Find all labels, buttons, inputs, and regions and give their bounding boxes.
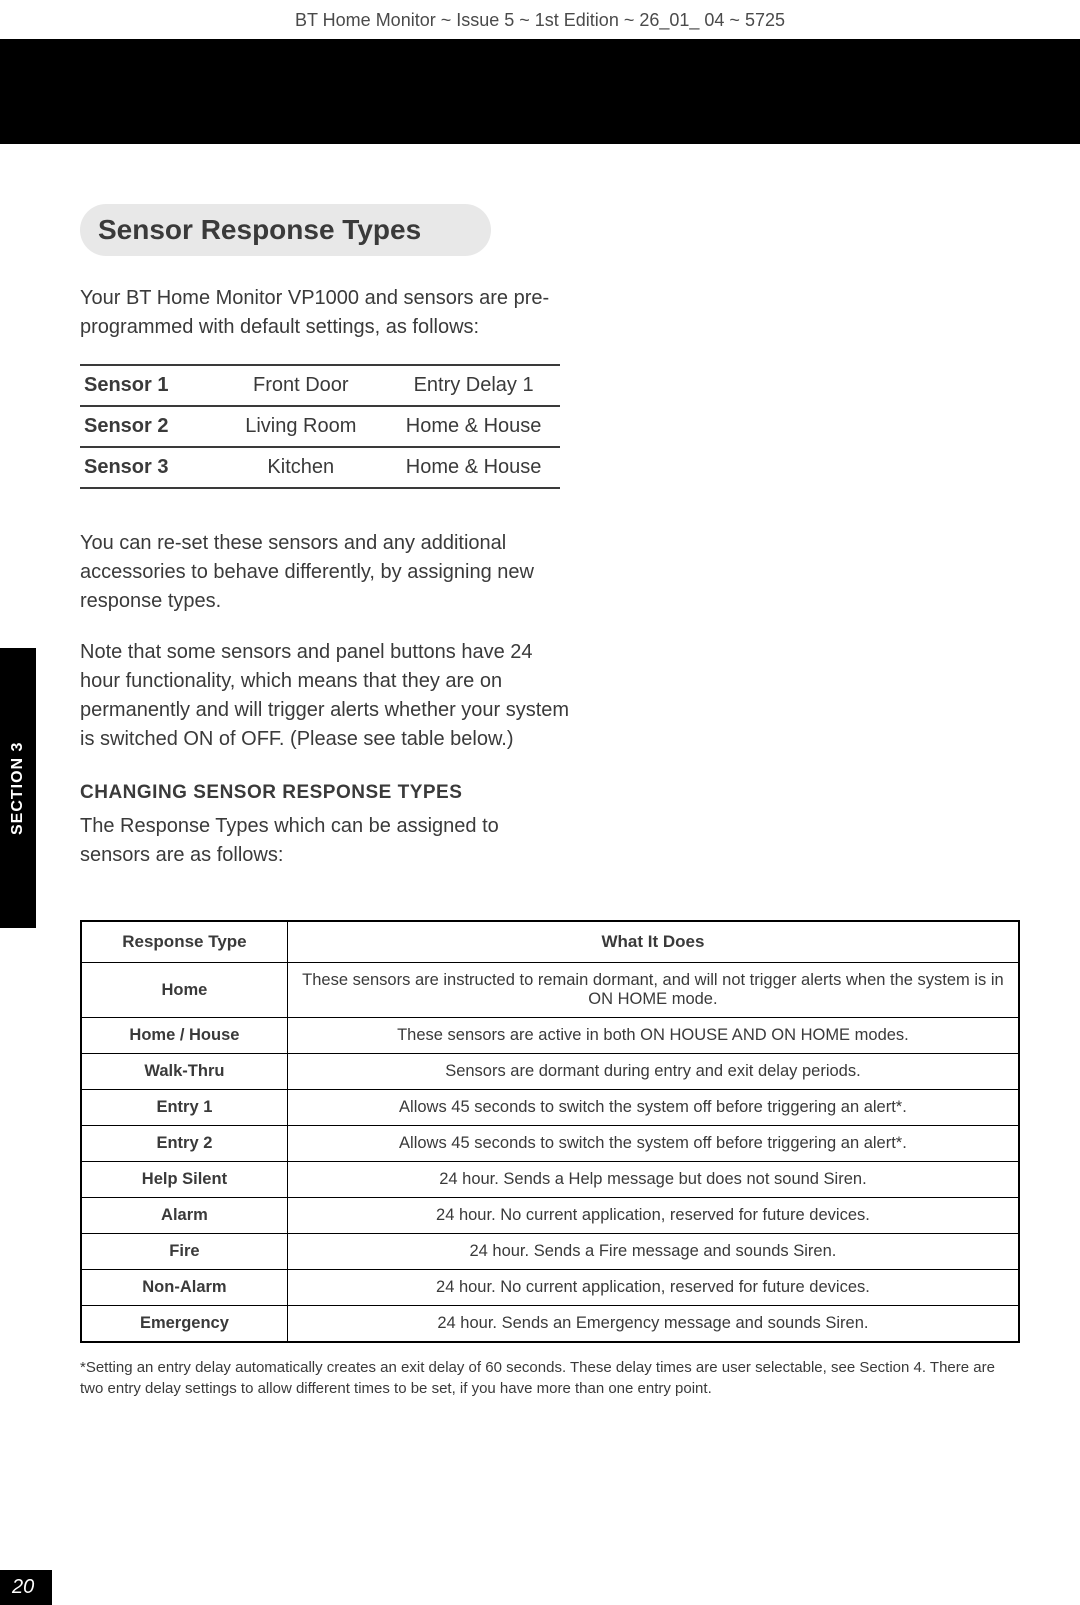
section-title: Sensor Response Types (80, 204, 491, 256)
table-row: Walk-ThruSensors are dormant during entr… (81, 1054, 1019, 1090)
sensor-name-cell: Sensor 1 (80, 365, 214, 406)
page-content: Sensor Response Types Your BT Home Monit… (0, 144, 1080, 1399)
col-header-type: Response Type (81, 921, 287, 963)
footnote: *Setting an entry delay automatically cr… (80, 1357, 1020, 1399)
sensor-location-cell: Kitchen (214, 447, 387, 488)
table-row: Non-Alarm24 hour. No current application… (81, 1270, 1019, 1306)
response-desc-cell: 24 hour. No current application, reserve… (287, 1270, 1019, 1306)
paragraph-reset: You can re-set these sensors and any add… (80, 529, 570, 616)
response-desc-cell: These sensors are active in both ON HOUS… (287, 1018, 1019, 1054)
response-type-cell: Walk-Thru (81, 1054, 287, 1090)
response-desc-cell: 24 hour. Sends a Help message but does n… (287, 1162, 1019, 1198)
table-row: Home / HouseThese sensors are active in … (81, 1018, 1019, 1054)
table-row: HomeThese sensors are instructed to rema… (81, 963, 1019, 1018)
response-types-table: Response Type What It Does HomeThese sen… (80, 920, 1020, 1343)
table-row: Sensor 3KitchenHome & House (80, 447, 560, 488)
response-type-cell: Emergency (81, 1306, 287, 1343)
table-row: Fire24 hour. Sends a Fire message and so… (81, 1234, 1019, 1270)
response-type-cell: Entry 2 (81, 1126, 287, 1162)
sensor-name-cell: Sensor 2 (80, 406, 214, 447)
table-row: Entry 1Allows 45 seconds to switch the s… (81, 1090, 1019, 1126)
response-desc-cell: Allows 45 seconds to switch the system o… (287, 1090, 1019, 1126)
sensor-response-cell: Entry Delay 1 (387, 365, 560, 406)
intro-paragraph: Your BT Home Monitor VP1000 and sensors … (80, 284, 570, 342)
response-desc-cell: 24 hour. Sends an Emergency message and … (287, 1306, 1019, 1343)
doc-header: BT Home Monitor ~ Issue 5 ~ 1st Edition … (0, 0, 1080, 39)
sensor-location-cell: Living Room (214, 406, 387, 447)
page-number: 20 (0, 1570, 52, 1605)
response-type-cell: Home / House (81, 1018, 287, 1054)
paragraph-assignable: The Response Types which can be assigned… (80, 812, 570, 870)
table-row: Alarm24 hour. No current application, re… (81, 1198, 1019, 1234)
response-desc-cell: Sensors are dormant during entry and exi… (287, 1054, 1019, 1090)
sensor-location-cell: Front Door (214, 365, 387, 406)
paragraph-24hour: Note that some sensors and panel buttons… (80, 638, 570, 754)
sensor-response-cell: Home & House (387, 447, 560, 488)
response-type-cell: Non-Alarm (81, 1270, 287, 1306)
response-desc-cell: These sensors are instructed to remain d… (287, 963, 1019, 1018)
response-desc-cell: 24 hour. Sends a Fire message and sounds… (287, 1234, 1019, 1270)
response-type-cell: Alarm (81, 1198, 287, 1234)
response-type-cell: Entry 1 (81, 1090, 287, 1126)
table-row: Emergency24 hour. Sends an Emergency mes… (81, 1306, 1019, 1343)
sensor-defaults-table: Sensor 1Front DoorEntry Delay 1Sensor 2L… (80, 364, 560, 489)
changing-types-heading: CHANGING SENSOR RESPONSE TYPES (80, 782, 1020, 804)
table-row: Help Silent24 hour. Sends a Help message… (81, 1162, 1019, 1198)
response-type-cell: Home (81, 963, 287, 1018)
response-desc-cell: Allows 45 seconds to switch the system o… (287, 1126, 1019, 1162)
sensor-response-cell: Home & House (387, 406, 560, 447)
response-type-cell: Fire (81, 1234, 287, 1270)
table-row: Entry 2Allows 45 seconds to switch the s… (81, 1126, 1019, 1162)
response-type-cell: Help Silent (81, 1162, 287, 1198)
header-black-band (0, 39, 1080, 144)
table-row: Sensor 2Living RoomHome & House (80, 406, 560, 447)
response-desc-cell: 24 hour. No current application, reserve… (287, 1198, 1019, 1234)
sensor-name-cell: Sensor 3 (80, 447, 214, 488)
col-header-desc: What It Does (287, 921, 1019, 963)
table-row: Sensor 1Front DoorEntry Delay 1 (80, 365, 560, 406)
